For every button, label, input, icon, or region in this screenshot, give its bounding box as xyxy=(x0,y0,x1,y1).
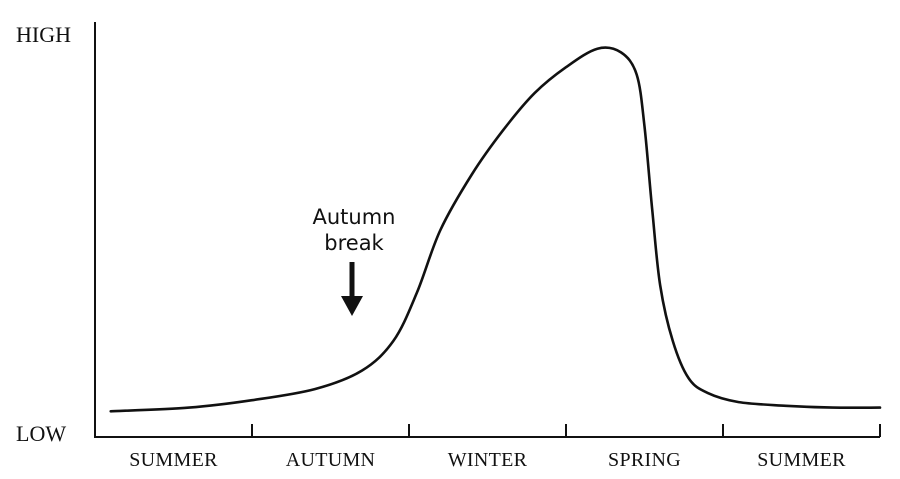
season-labels: SUMMER AUTUMN WINTER SPRING SUMMER xyxy=(129,449,846,471)
y-tick-label-high: HIGH xyxy=(16,22,71,47)
season-label-winter: WINTER xyxy=(448,449,528,471)
y-tick-label-low: LOW xyxy=(16,421,66,446)
annotation-arrow-head xyxy=(341,296,363,316)
season-label-summer: SUMMER xyxy=(129,449,218,471)
season-label-spring: SPRING xyxy=(608,449,681,471)
annotation-line-2: break xyxy=(324,231,384,255)
x-ticks xyxy=(251,424,881,437)
season-label-summer: SUMMER xyxy=(757,449,846,471)
series-line xyxy=(109,46,882,413)
annotation: Autumn break xyxy=(313,205,396,316)
annotation-line-1: Autumn xyxy=(313,205,396,229)
season-label-autumn: AUTUMN xyxy=(286,449,376,471)
